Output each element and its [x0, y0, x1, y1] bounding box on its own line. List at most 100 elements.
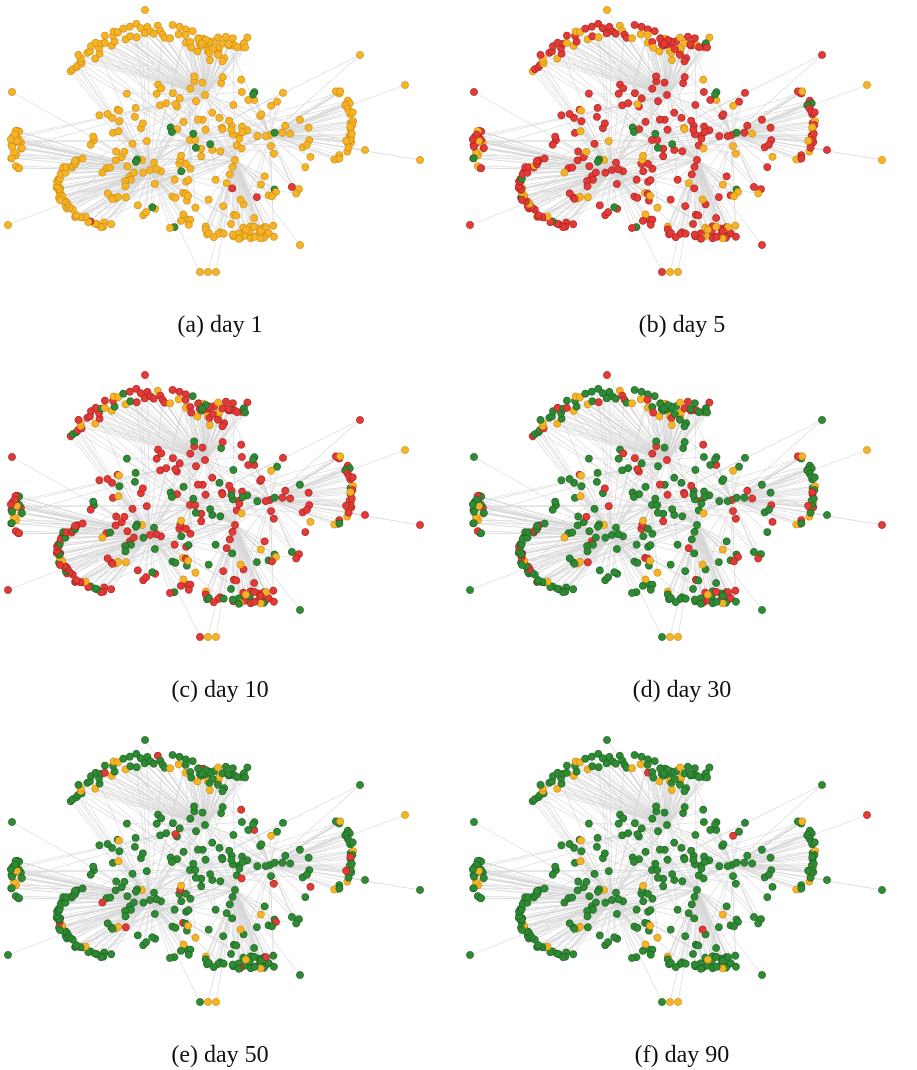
node-infected	[690, 127, 697, 134]
node-infected	[141, 371, 148, 378]
node-recovered	[189, 393, 196, 400]
node-susceptible	[212, 268, 219, 275]
node-susceptible	[212, 998, 219, 1005]
node-infected	[194, 481, 201, 488]
node-susceptible	[229, 163, 236, 170]
node-susceptible	[343, 137, 350, 144]
node-susceptible	[704, 226, 711, 233]
node-susceptible	[75, 51, 82, 58]
node-recovered	[223, 910, 230, 917]
node-infected	[596, 202, 603, 209]
node-recovered	[630, 128, 637, 135]
node-recovered	[169, 820, 176, 827]
node-recovered	[120, 390, 127, 397]
node-infected	[226, 536, 233, 543]
node-recovered	[219, 788, 226, 795]
node-infected	[678, 114, 685, 121]
node-infected	[656, 116, 663, 123]
node-susceptible	[296, 116, 303, 123]
node-infected	[764, 164, 771, 171]
node-susceptible	[257, 911, 264, 918]
node-recovered	[178, 898, 185, 905]
node-recovered	[570, 586, 577, 593]
node-recovered	[87, 871, 94, 878]
node-susceptible	[584, 194, 591, 201]
node-susceptible	[227, 220, 234, 227]
node-recovered	[466, 586, 473, 593]
node-susceptible	[732, 150, 739, 157]
node-recovered	[133, 764, 140, 771]
node-susceptible	[163, 100, 170, 107]
node-susceptible	[561, 169, 568, 176]
node-recovered	[596, 567, 603, 574]
node-susceptible	[209, 109, 216, 116]
node-susceptible	[647, 557, 654, 564]
node-infected	[541, 155, 548, 162]
node-susceptible	[348, 130, 355, 137]
node-recovered	[552, 498, 559, 505]
node-susceptible	[175, 396, 182, 403]
node-susceptible	[171, 176, 178, 183]
node-susceptible	[561, 534, 568, 541]
node-susceptible	[122, 183, 129, 190]
node-susceptible	[749, 130, 756, 137]
node-recovered	[198, 770, 205, 777]
node-susceptible	[8, 143, 15, 150]
node-infected	[634, 194, 641, 201]
node-recovered	[216, 844, 223, 851]
node-susceptible	[238, 145, 245, 152]
node-recovered	[254, 498, 261, 505]
node-infected	[153, 531, 160, 538]
node-infected	[682, 203, 689, 210]
node-recovered	[296, 481, 303, 488]
node-infected	[220, 568, 227, 575]
node-recovered	[654, 463, 661, 470]
node-recovered	[671, 410, 678, 417]
node-recovered	[349, 839, 356, 846]
node-susceptible	[640, 152, 647, 159]
node-recovered	[715, 559, 722, 566]
node-infected	[687, 40, 694, 47]
node-recovered	[140, 899, 147, 906]
node-recovered	[697, 600, 704, 607]
network-graph-day-10	[0, 365, 440, 665]
node-infected	[566, 110, 573, 117]
node-infected	[219, 423, 226, 430]
node-recovered	[690, 492, 697, 499]
node-recovered	[671, 474, 678, 481]
node-infected	[671, 45, 678, 52]
node-recovered	[732, 598, 739, 605]
node-infected	[809, 489, 816, 496]
node-infected	[588, 23, 595, 30]
node-recovered	[132, 158, 139, 165]
node-susceptible	[115, 493, 122, 500]
network-panel-day-50: (e) day 50	[0, 730, 440, 1070]
panel-caption: (a) day 1	[0, 312, 440, 339]
node-infected	[664, 491, 671, 498]
node-susceptible	[204, 268, 211, 275]
node-recovered	[270, 963, 277, 970]
node-susceptible	[151, 180, 158, 187]
network-graph-day-1	[0, 0, 440, 300]
node-susceptible	[307, 518, 314, 525]
node-susceptible	[769, 153, 776, 160]
node-recovered	[8, 885, 15, 892]
node-susceptible	[251, 233, 258, 240]
node-infected	[219, 491, 226, 498]
node-recovered	[254, 863, 261, 870]
node-infected	[631, 21, 638, 28]
node-susceptible	[251, 223, 258, 230]
node-susceptible	[175, 761, 182, 768]
node-recovered	[682, 568, 689, 575]
node-recovered	[605, 574, 612, 581]
node-recovered	[192, 874, 199, 881]
node-susceptible	[677, 399, 684, 406]
node-infected	[238, 806, 245, 813]
node-infected	[723, 173, 730, 180]
node-recovered	[120, 755, 127, 762]
node-infected	[79, 520, 86, 527]
node-recovered	[469, 501, 476, 508]
node-recovered	[654, 144, 661, 151]
node-infected	[805, 502, 812, 509]
node-infected	[695, 44, 702, 51]
